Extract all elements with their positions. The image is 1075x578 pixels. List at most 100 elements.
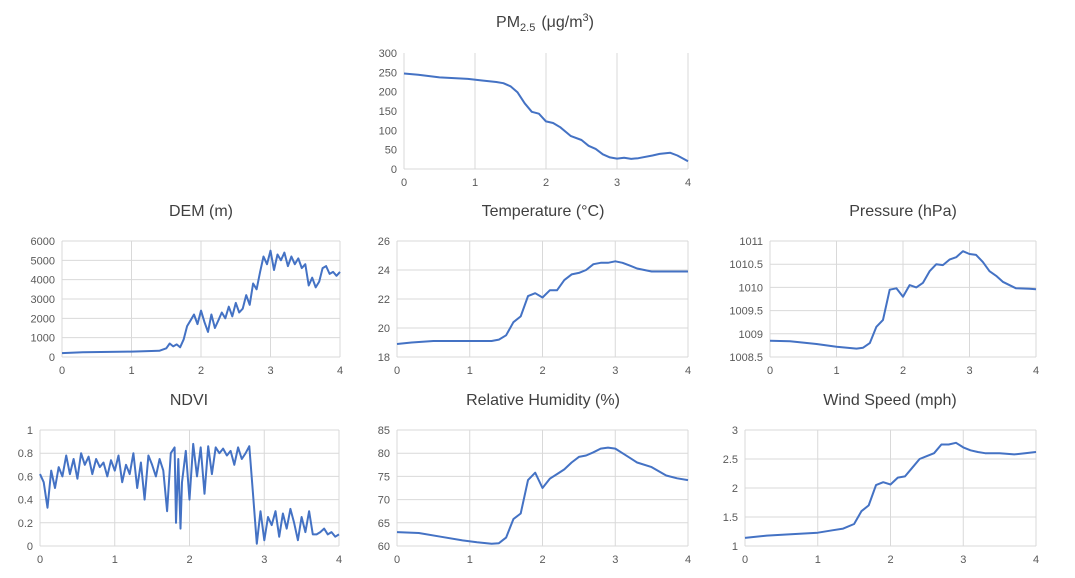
temperature-series-line [396,260,688,345]
dem-y-tick-label: 4000 [31,275,55,287]
wind-y-tick-label: 1.5 [723,512,738,524]
humidity-y-tick-label: 85 [378,425,390,437]
ndvi-y-tick-label: 0.4 [18,495,33,507]
title-subscript: 2.5 [520,22,535,34]
wind-series-line [744,441,1037,539]
pm25-x-tick-label: 2 [543,177,549,189]
ndvi-chart: NDVI 0 0.2 0.4 0.6 0.8 1 0 1 2 3 4 [18,392,342,566]
title-unit: (μg/m [541,14,582,31]
dem-series-line [61,249,341,355]
wind-x-tick-label: 0 [742,554,748,566]
dem-x-tick-label: 4 [337,365,343,377]
humidity-x-tick-label: 2 [539,554,545,566]
pressure-series-line [769,250,1037,350]
temperature-y-tick-label: 18 [378,352,390,364]
wind-y-tick-label: 3 [732,425,738,437]
pressure-y-tick-label: 1008.5 [729,352,763,364]
ndvi-chart-title: NDVI [170,392,208,409]
humidity-series-line [396,446,689,545]
dem-y-tick-label: 0 [49,352,55,364]
humidity-y-tick-label: 75 [378,471,390,483]
humidity-y-tick-label: 80 [378,448,390,460]
pm25-series-line [403,72,689,163]
humidity-x-tick-label: 4 [685,554,691,566]
dem-x-tick-label: 2 [198,365,204,377]
pressure-y-tick-label: 1011 [739,236,763,248]
humidity-chart-title: Relative Humidity (%) [466,392,620,409]
humidity-y-tick-label: 65 [378,518,390,530]
wind-chart-title: Wind Speed (mph) [823,392,956,409]
ndvi-y-tick-label: 1 [27,425,33,437]
pressure-y-tick-label: 1009.5 [729,306,763,318]
pm25-x-tick-label: 0 [401,177,407,189]
wind-x-tick-label: 1 [815,554,821,566]
pm25-x-tick-label: 4 [685,177,691,189]
pressure-x-tick-label: 2 [900,365,906,377]
wind-x-tick-label: 2 [887,554,893,566]
temperature-chart: Temperature (°C) 18 20 22 24 26 0 1 2 3 4 [378,203,691,377]
pm25-x-tick-label: 3 [614,177,620,189]
wind-x-tick-label: 4 [1033,554,1039,566]
humidity-y-tick-label: 60 [378,541,390,553]
ndvi-x-tick-label: 4 [336,554,342,566]
temperature-x-tick-label: 3 [612,365,618,377]
pm25-y-tick-label: 150 [379,106,397,118]
wind-y-tick-label: 1 [732,541,738,553]
dem-y-tick-label: 5000 [31,255,55,267]
temperature-y-tick-label: 24 [378,265,390,277]
ndvi-y-tick-label: 0.2 [18,518,33,530]
title-main: PM [496,14,520,31]
pressure-x-tick-label: 3 [966,365,972,377]
pressure-x-tick-label: 0 [767,365,773,377]
humidity-x-tick-label: 0 [394,554,400,566]
ndvi-x-tick-label: 1 [112,554,118,566]
humidity-y-tick-label: 70 [378,495,390,507]
temperature-x-tick-label: 4 [685,365,691,377]
title-close: ) [589,14,594,31]
pm25-x-tick-label: 1 [472,177,478,189]
wind-x-tick-label: 3 [960,554,966,566]
humidity-x-tick-label: 1 [467,554,473,566]
dem-y-tick-label: 1000 [31,333,55,345]
dem-y-tick-label: 3000 [31,294,55,306]
pm25-y-tick-label: 300 [379,48,397,60]
temperature-x-tick-label: 0 [394,365,400,377]
temperature-y-tick-label: 22 [378,294,390,306]
humidity-x-tick-label: 3 [612,554,618,566]
pm25-y-tick-label: 100 [379,125,397,137]
ndvi-y-tick-label: 0.8 [18,448,33,460]
temperature-y-tick-label: 26 [378,236,390,248]
pressure-x-tick-label: 1 [833,365,839,377]
temperature-y-tick-label: 20 [378,323,390,335]
dem-chart: DEM (m) 0 1000 2000 3000 4000 5000 6000 0 1 2 3 4 [31,203,344,377]
pm25-y-tick-label: 50 [385,145,397,157]
ndvi-x-tick-label: 2 [186,554,192,566]
ndvi-y-tick-label: 0.6 [18,471,33,483]
pressure-chart: Pressure (hPa) 1008.5 1009 1009.5 1010 1010.5… [729,203,1039,377]
wind-y-tick-label: 2.5 [723,454,738,466]
pressure-y-tick-label: 1009 [739,329,763,341]
humidity-chart: Relative Humidity (%) 60 65 70 75 80 85 0 1 2 3 4 [378,392,691,566]
temperature-x-tick-label: 1 [467,365,473,377]
dem-y-tick-label: 2000 [31,313,55,325]
wind-y-tick-label: 2 [732,483,738,495]
ndvi-y-tick-label: 0 [27,541,33,553]
temperature-x-tick-label: 2 [539,365,545,377]
pm25-y-tick-label: 250 [379,67,397,79]
ndvi-series-line [39,442,340,545]
dem-x-tick-label: 1 [128,365,134,377]
ndvi-x-tick-label: 3 [261,554,267,566]
pressure-chart-title: Pressure (hPa) [849,203,957,220]
pressure-y-tick-label: 1010.5 [729,259,763,271]
temperature-chart-title: Temperature (°C) [482,203,605,220]
wind-chart: Wind Speed (mph)11.522.530 1 2 3 4 [723,392,1039,566]
dem-x-tick-label: 0 [59,365,65,377]
dem-x-tick-label: 3 [267,365,273,377]
pressure-y-tick-label: 1010 [739,282,763,294]
pm25-y-tick-label: 0 [391,164,397,176]
pm25-y-tick-label: 200 [379,87,397,99]
title-superscript: 3 [583,12,589,24]
dem-chart-title: DEM (m) [169,203,233,220]
